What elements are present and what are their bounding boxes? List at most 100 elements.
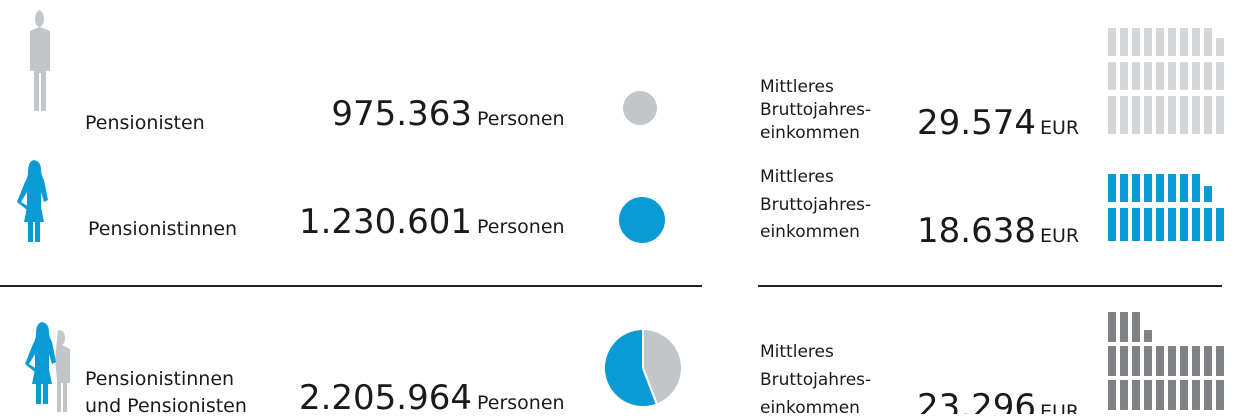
income-bar	[1144, 346, 1152, 376]
income-bar	[1192, 62, 1200, 90]
count-unit: Personen	[477, 392, 565, 414]
income-bar	[1132, 62, 1140, 90]
row-label: Pensionisten	[85, 112, 205, 134]
income-bar	[1180, 28, 1188, 56]
income-bar	[1216, 62, 1224, 90]
income-bar	[1108, 62, 1116, 90]
currency: EUR	[1040, 225, 1079, 247]
income-bar	[1180, 346, 1188, 376]
count-unit: Personen	[477, 216, 565, 238]
income-label: Bruttojahres-	[760, 100, 871, 120]
income-bar	[1132, 208, 1140, 241]
income-bar	[1132, 312, 1140, 342]
income-bar	[1168, 380, 1176, 410]
woman-figure	[17, 160, 48, 242]
count-unit: Personen	[477, 108, 565, 130]
income-bar	[1168, 208, 1176, 241]
income-bar	[1120, 28, 1128, 56]
count: 1.230.601	[299, 202, 472, 242]
income-bar	[1144, 28, 1152, 56]
income: 29.574	[917, 103, 1036, 143]
couple-figure	[25, 322, 70, 412]
row-label: und Pensionisten	[85, 395, 247, 414]
income-bar	[1204, 96, 1212, 134]
income-bar	[1108, 174, 1116, 202]
income-bar	[1108, 346, 1116, 376]
men-dot	[623, 91, 657, 125]
income-bar	[1216, 208, 1224, 241]
income-label: Bruttojahres-	[760, 370, 871, 390]
income-bar	[1108, 380, 1116, 410]
income-bar	[1132, 174, 1140, 202]
income-bar	[1168, 174, 1176, 202]
income: 23.296	[917, 387, 1036, 414]
income-bar	[1156, 28, 1164, 56]
income-label: einkommen	[760, 398, 860, 414]
income-label: Mittleres	[760, 167, 834, 187]
income-bar	[1144, 96, 1152, 134]
income-bar	[1156, 62, 1164, 90]
income-bar	[1216, 346, 1224, 376]
row-label: Pensionistinnen	[85, 368, 234, 390]
count: 2.205.964	[299, 378, 472, 414]
share-pie	[605, 330, 681, 407]
count: 975.363	[331, 94, 472, 134]
income-bar	[1156, 174, 1164, 202]
income-bar	[1180, 208, 1188, 241]
income-bar	[1204, 62, 1212, 90]
income-label: Bruttojahres-	[760, 195, 871, 215]
income-bar	[1132, 28, 1140, 56]
income-bar	[1180, 174, 1188, 202]
income-bar	[1156, 346, 1164, 376]
currency: EUR	[1040, 401, 1079, 414]
income-bar	[1120, 346, 1128, 376]
income-bar	[1120, 62, 1128, 90]
pie-women	[605, 330, 657, 407]
income-bar	[1168, 28, 1176, 56]
income-bar	[1192, 208, 1200, 241]
income-bar	[1108, 96, 1116, 134]
income-bar	[1132, 96, 1140, 134]
income-bar	[1204, 186, 1212, 202]
income-bar	[1180, 96, 1188, 134]
income-label: einkommen	[760, 222, 860, 242]
man-figure	[30, 10, 50, 111]
income-bar	[1216, 380, 1224, 410]
income-bar	[1144, 62, 1152, 90]
income-bar	[1216, 96, 1224, 134]
income-bar	[1120, 312, 1128, 342]
women-dot	[619, 197, 665, 243]
income-bar	[1144, 208, 1152, 241]
income-bar	[1144, 174, 1152, 202]
income-bar	[1156, 96, 1164, 134]
income-bar	[1192, 346, 1200, 376]
income-bar	[1192, 96, 1200, 134]
income-bar	[1108, 208, 1116, 241]
income-bar	[1108, 312, 1116, 342]
income-bar	[1192, 174, 1200, 202]
income-bar	[1168, 96, 1176, 134]
income-bar	[1120, 380, 1128, 410]
income-bar	[1120, 208, 1128, 241]
income-bar	[1120, 174, 1128, 202]
currency: EUR	[1040, 117, 1079, 139]
income-bar	[1168, 346, 1176, 376]
income-bar	[1204, 346, 1212, 376]
income-bar	[1168, 62, 1176, 90]
pie-sep	[642, 367, 658, 404]
income-bar	[1120, 96, 1128, 134]
income-label: Mittleres	[760, 342, 834, 362]
income-bar	[1132, 346, 1140, 376]
income-bar	[1108, 28, 1116, 56]
income-bar	[1204, 28, 1212, 56]
row-label: Pensionistinnen	[88, 218, 237, 240]
income-bar	[1156, 380, 1164, 410]
income-bar	[1204, 380, 1212, 410]
income-icons	[1108, 28, 1224, 410]
income-bar	[1144, 380, 1152, 410]
income-bar	[1204, 208, 1212, 241]
income-label: einkommen	[760, 123, 860, 143]
income: 18.638	[917, 211, 1036, 251]
income-bar	[1156, 208, 1164, 241]
